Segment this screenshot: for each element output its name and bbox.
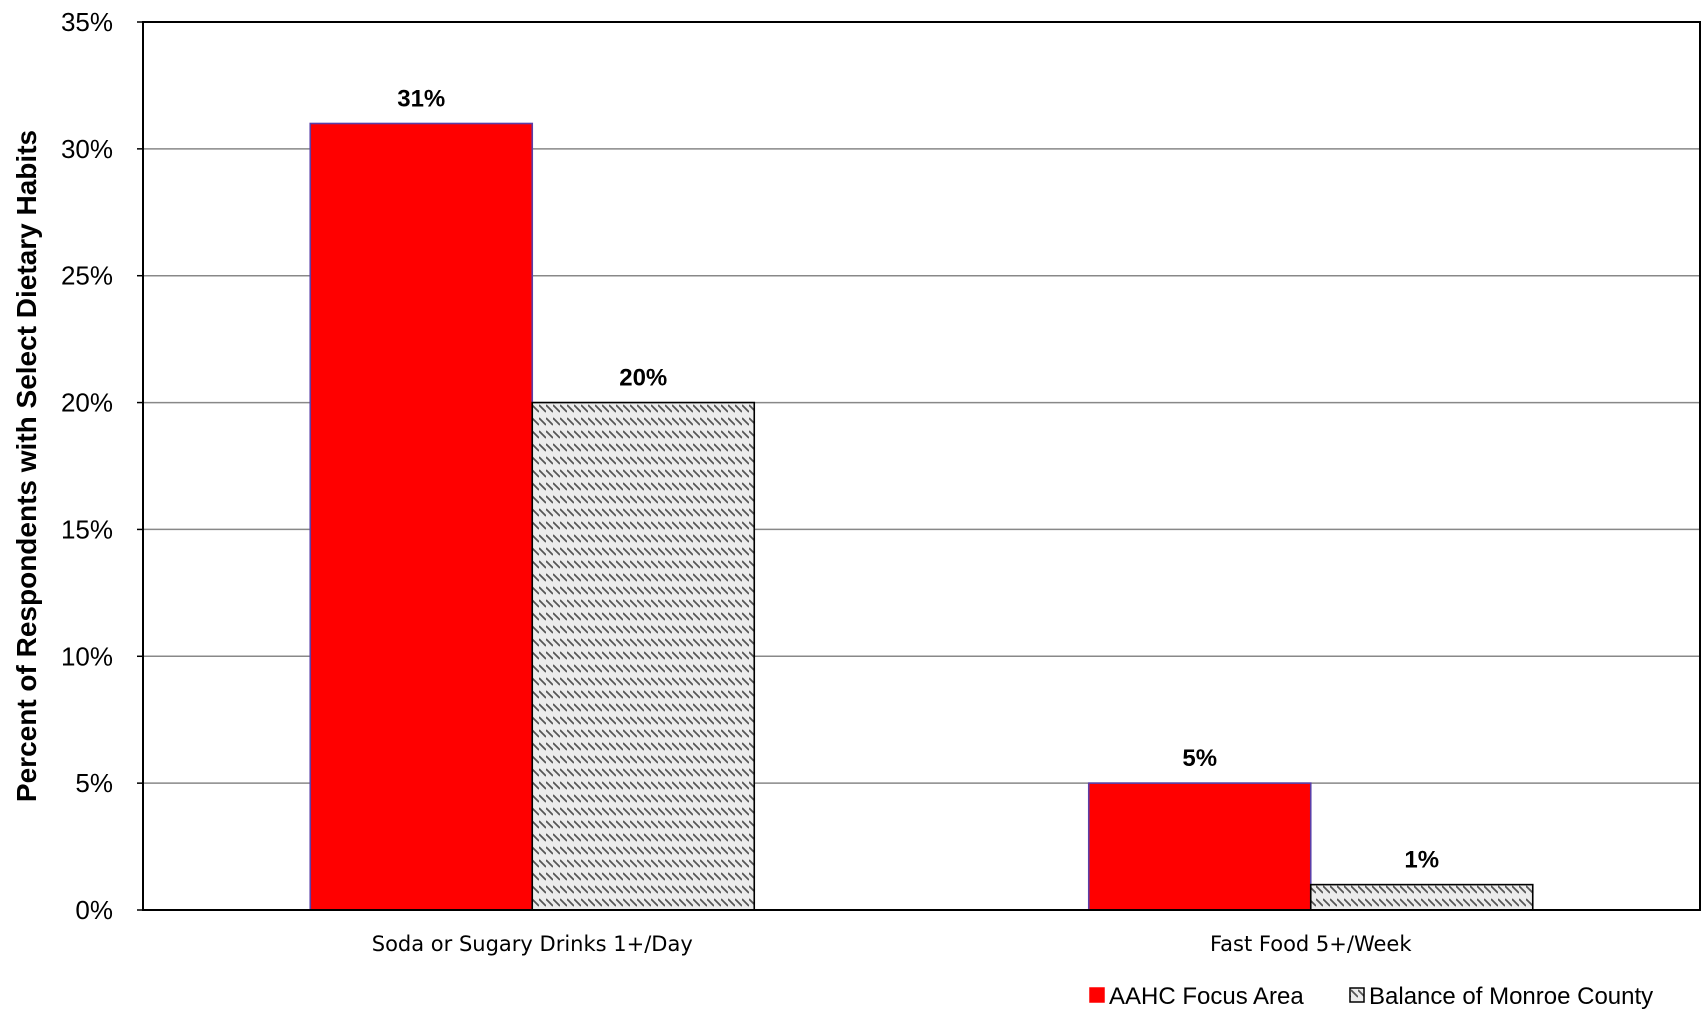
y-tick-label: 0% <box>75 895 113 925</box>
bar-aahc <box>309 122 534 911</box>
legend-label: AAHC Focus Area <box>1109 983 1304 1010</box>
y-tick-label: 10% <box>61 641 113 671</box>
y-tick-label: 5% <box>75 768 113 798</box>
bar-balance <box>531 401 756 911</box>
y-axis-title: Percent of Respondents with Select Dieta… <box>11 130 42 802</box>
x-category-label: Soda or Sugary Drinks 1+/Day <box>372 932 693 956</box>
x-category-label: Fast Food 5+/Week <box>1210 932 1412 956</box>
data-label: 20% <box>619 365 667 392</box>
y-tick-label: 30% <box>61 134 113 164</box>
plot-area-frame <box>142 21 1701 911</box>
y-tick-label: 20% <box>61 388 113 418</box>
legend-swatch <box>1089 987 1105 1003</box>
bars <box>309 122 1534 911</box>
legend-swatch <box>1349 987 1365 1003</box>
data-label: 5% <box>1182 745 1217 772</box>
x-axis-categories: Soda or Sugary Drinks 1+/Day Fast Food 5+… <box>372 932 1413 956</box>
bar-balance <box>1309 883 1534 911</box>
y-tick-label: 35% <box>61 7 113 37</box>
legend-label: Balance of Monroe County <box>1369 983 1653 1010</box>
data-label: 1% <box>1404 847 1439 874</box>
legend: AAHC Focus Area Balance of Monroe County <box>1089 983 1653 1010</box>
data-labels: 31% 20% 5% 1% <box>397 85 1439 873</box>
data-label: 31% <box>397 85 445 112</box>
y-tick-label: 25% <box>61 261 113 291</box>
y-tick-label: 15% <box>61 514 113 544</box>
y-axis-ticks: 0% 5% 10% 15% 20% 25% 30% 35% <box>61 7 143 925</box>
bar-aahc <box>1087 782 1312 911</box>
